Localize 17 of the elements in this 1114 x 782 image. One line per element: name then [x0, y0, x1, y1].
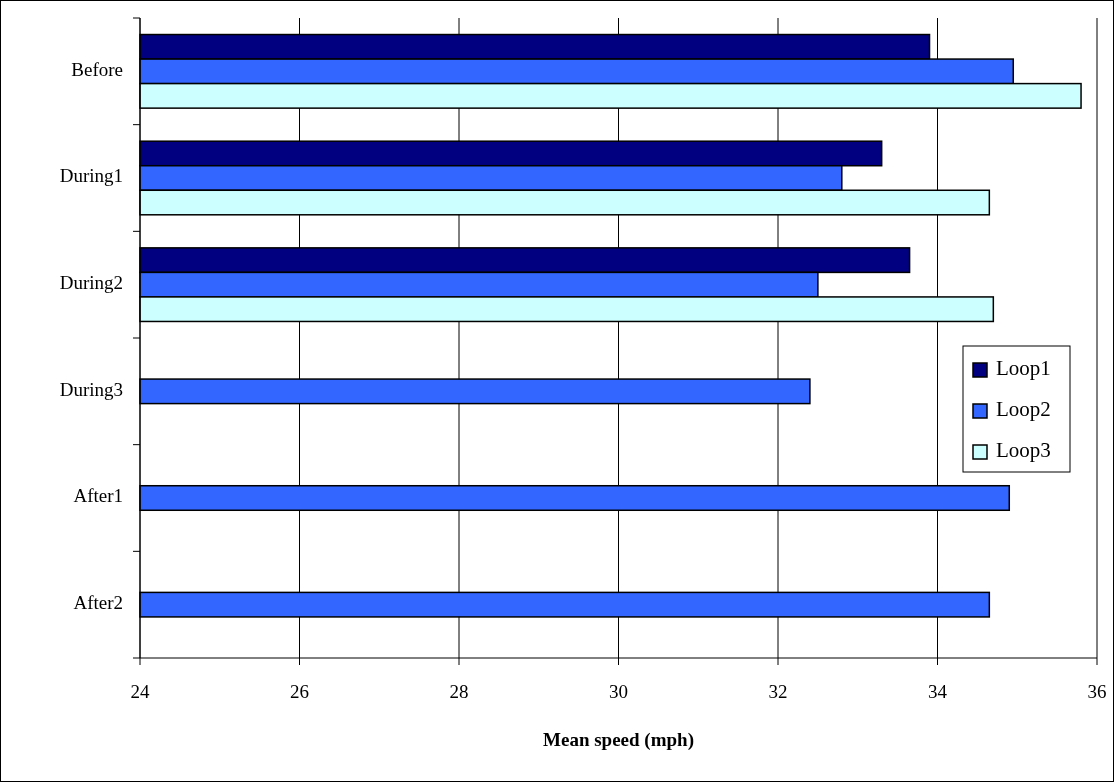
x-tick-label: 30 [609, 681, 628, 702]
y-tick-label: During2 [59, 272, 123, 294]
y-tick-label: During3 [59, 378, 123, 400]
legend-label: Loop2 [996, 396, 1051, 421]
x-tick-label: 28 [449, 681, 469, 702]
y-tick-label: Before [71, 58, 123, 80]
x-tick-label: 36 [1087, 681, 1107, 702]
x-tick-label: 34 [928, 681, 948, 702]
x-tick-label: 26 [290, 681, 309, 702]
x-axis-title: Mean speed (mph) [543, 729, 694, 751]
legend-label: Loop3 [996, 437, 1051, 462]
y-tick-label: After2 [73, 592, 123, 614]
y-tick-label: After1 [73, 485, 123, 507]
x-tick-label: 24 [130, 681, 150, 702]
legend-label: Loop1 [996, 355, 1051, 380]
x-tick-label: 32 [768, 681, 788, 702]
y-tick-label: During1 [59, 165, 123, 187]
